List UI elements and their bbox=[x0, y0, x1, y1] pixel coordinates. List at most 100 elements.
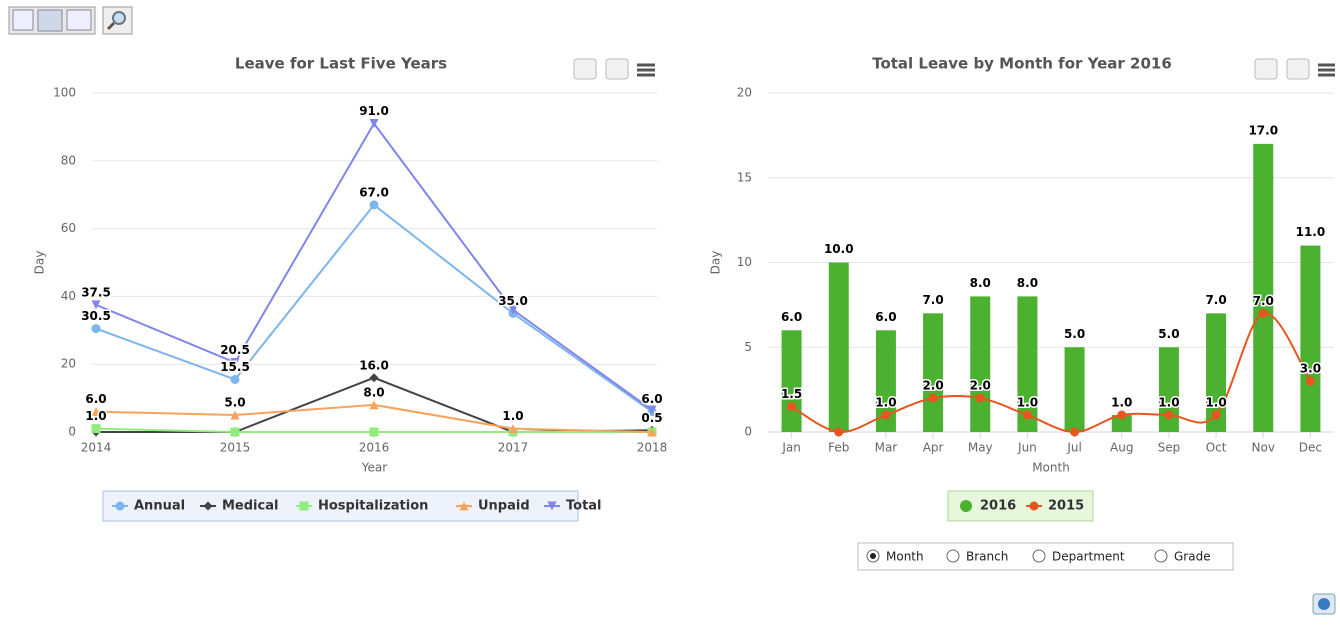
radio-label[interactable]: Branch bbox=[966, 550, 1008, 564]
export-excel-button[interactable] bbox=[1286, 58, 1310, 80]
legend-symbol bbox=[115, 501, 125, 511]
legend-label[interactable]: Hospitalization bbox=[318, 499, 428, 514]
x-tick-label: Nov bbox=[1252, 441, 1275, 455]
y-tick-label: 60 bbox=[61, 221, 76, 235]
radio-label[interactable]: Grade bbox=[1174, 550, 1211, 564]
bar bbox=[1158, 347, 1179, 432]
x-tick-label: Sep bbox=[1158, 441, 1181, 455]
menu-button[interactable] bbox=[637, 63, 655, 77]
point bbox=[1117, 410, 1127, 420]
point bbox=[91, 424, 101, 434]
legend-label[interactable]: 2015 bbox=[1048, 499, 1084, 514]
data-label: 11.0 bbox=[1296, 225, 1326, 239]
y-tick-label: 20 bbox=[61, 357, 76, 371]
y-axis-label: Day bbox=[709, 251, 723, 275]
radio-label[interactable]: Department bbox=[1052, 550, 1125, 564]
point bbox=[975, 393, 985, 403]
y-tick-label: 80 bbox=[61, 153, 76, 167]
y-tick-label: 15 bbox=[737, 170, 752, 184]
point bbox=[787, 402, 797, 412]
radio-label[interactable]: Month bbox=[886, 550, 924, 564]
bar bbox=[1253, 143, 1274, 432]
data-label: 1.0 bbox=[1017, 396, 1038, 410]
point bbox=[1164, 410, 1174, 420]
point bbox=[230, 374, 240, 384]
bar bbox=[828, 262, 849, 432]
data-label: 5.0 bbox=[1158, 327, 1179, 341]
data-label: 8.0 bbox=[363, 385, 384, 399]
data-label: 15.5 bbox=[220, 360, 250, 374]
export-excel-button[interactable] bbox=[605, 58, 629, 80]
data-label: 1.0 bbox=[875, 396, 896, 410]
export-image-button[interactable] bbox=[1254, 58, 1278, 80]
point bbox=[881, 410, 891, 420]
data-label: 30.5 bbox=[81, 309, 111, 323]
point bbox=[508, 424, 518, 434]
point bbox=[647, 405, 657, 415]
legend-label[interactable]: Total bbox=[566, 499, 602, 514]
chart-tools bbox=[573, 58, 1335, 80]
radio[interactable] bbox=[946, 549, 960, 563]
point bbox=[369, 400, 379, 410]
y-tick-label: 10 bbox=[737, 255, 752, 269]
series-line bbox=[791, 312, 1312, 434]
scroll-top-icon bbox=[1318, 598, 1330, 610]
point bbox=[647, 427, 657, 437]
point bbox=[834, 427, 844, 437]
legend-symbol bbox=[203, 501, 213, 511]
data-label: 5.0 bbox=[224, 396, 245, 410]
data-label: 2.0 bbox=[922, 379, 943, 393]
legend-symbol bbox=[960, 500, 972, 512]
y-tick-label: 0 bbox=[68, 425, 76, 439]
legend-box bbox=[947, 490, 1094, 522]
y-tick-label: 5 bbox=[744, 340, 752, 354]
point bbox=[1070, 427, 1080, 437]
data-label: 91.0 bbox=[359, 104, 389, 118]
bar-view-button[interactable] bbox=[37, 9, 63, 32]
data-label: 10.0 bbox=[824, 242, 854, 256]
legend-box bbox=[102, 490, 579, 522]
x-tick-label: 2014 bbox=[81, 441, 112, 455]
radio[interactable] bbox=[1032, 549, 1046, 563]
point bbox=[91, 300, 101, 310]
legend-label[interactable]: Medical bbox=[222, 499, 278, 514]
data-label: 1.0 bbox=[1158, 396, 1179, 410]
bar bbox=[1064, 347, 1085, 432]
x-tick-label: Jun bbox=[1017, 441, 1037, 455]
data-label: 1.0 bbox=[1111, 396, 1132, 410]
legend-label[interactable]: Unpaid bbox=[478, 499, 530, 514]
x-tick-label: Aug bbox=[1110, 441, 1133, 455]
point bbox=[230, 427, 240, 437]
radio-dot bbox=[870, 553, 876, 559]
x-tick-label: 2015 bbox=[220, 441, 251, 455]
combo-view-button[interactable] bbox=[66, 9, 92, 31]
bar bbox=[1111, 415, 1132, 432]
radio[interactable] bbox=[1154, 549, 1168, 563]
point bbox=[230, 410, 240, 420]
data-label: 8.0 bbox=[970, 276, 991, 290]
legend-label[interactable]: Annual bbox=[134, 499, 185, 514]
x-tick-label: May bbox=[968, 441, 993, 455]
data-label: 67.0 bbox=[359, 185, 389, 199]
line-view-button[interactable] bbox=[12, 9, 34, 31]
x-tick-label: Jan bbox=[781, 441, 801, 455]
x-tick-label: Jul bbox=[1066, 441, 1081, 455]
point bbox=[1305, 376, 1315, 386]
x-tick-label: Apr bbox=[923, 441, 944, 455]
point bbox=[369, 427, 379, 437]
export-image-button[interactable] bbox=[573, 58, 597, 80]
bar bbox=[1206, 313, 1227, 432]
legend-label[interactable]: 2016 bbox=[980, 499, 1016, 514]
bar bbox=[1300, 245, 1321, 432]
bar bbox=[781, 330, 802, 432]
filter-box bbox=[857, 542, 1234, 571]
point bbox=[1022, 410, 1032, 420]
menu-button[interactable] bbox=[1318, 63, 1335, 77]
zoom-icon-handle bbox=[106, 21, 116, 31]
data-label: 8.0 bbox=[1017, 276, 1038, 290]
y-tick-label: 100 bbox=[53, 86, 76, 100]
chart-title: Leave for Last Five Years bbox=[235, 55, 447, 73]
point bbox=[369, 200, 379, 210]
point bbox=[230, 358, 240, 368]
